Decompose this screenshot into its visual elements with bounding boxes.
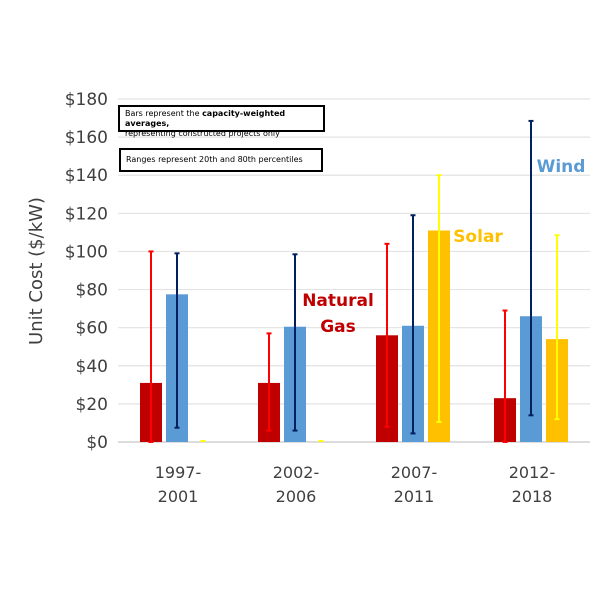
x-tick-label: 2007-	[391, 463, 438, 482]
x-tick-label: 2011	[394, 487, 435, 506]
y-axis-label: Unit Cost ($/kW)	[26, 197, 47, 345]
series-labels: Natural Gas Wind Solar	[302, 157, 585, 337]
annotation-averages: Bars represent the capacity-weighted ave…	[118, 105, 325, 138]
y-tick-label: $100	[65, 242, 108, 262]
series-label-natural-gas: Gas	[320, 317, 356, 337]
range-whiskers	[148, 119, 560, 443]
range-wind	[410, 214, 416, 435]
y-tick-label: $0	[86, 433, 108, 453]
annotation-ranges-text: Ranges represent 20th and 80th percentil…	[126, 155, 303, 164]
x-tick-label: 2001	[158, 487, 199, 506]
x-tick-label: 2002-	[273, 463, 320, 482]
x-tick-label: 2012-	[509, 463, 556, 482]
series-label-wind: Wind	[537, 157, 586, 177]
range-solar	[554, 234, 560, 421]
range-natural-gas	[148, 250, 154, 443]
x-tick-label: 2006	[276, 487, 317, 506]
y-tick-label: $60	[76, 319, 108, 339]
y-tick-label: $160	[65, 128, 108, 148]
y-tick-label: $40	[76, 357, 108, 377]
range-solar	[436, 174, 442, 423]
range-natural-gas	[502, 309, 508, 443]
x-axis-categories: 1997- 2001 2002- 2006 2007- 2011 2012- 2018	[155, 463, 556, 506]
range-natural-gas	[266, 332, 272, 432]
gridlines	[118, 98, 590, 443]
series-label-solar: Solar	[453, 227, 503, 247]
annotation-averages-prefix: Bars represent the	[125, 109, 203, 118]
y-tick-label: $80	[76, 281, 108, 301]
annotation-averages-bold: capacity-weighted averages,	[125, 109, 286, 128]
range-wind	[174, 252, 180, 429]
range-wind	[528, 119, 534, 417]
y-tick-label: $140	[65, 166, 108, 186]
y-axis-ticks: $0 $20 $40 $60 $80 $100 $120 $140 $160 $180	[65, 90, 108, 453]
x-tick-label: 2018	[512, 487, 553, 506]
x-tick-label: 1997-	[155, 463, 202, 482]
range-natural-gas	[384, 242, 390, 428]
y-tick-label: $20	[76, 395, 108, 415]
y-tick-label: $120	[65, 204, 108, 224]
y-tick-label: $180	[65, 90, 108, 110]
series-label-natural-gas: Natural	[302, 291, 374, 311]
annotation-ranges: Ranges represent 20th and 80th percentil…	[119, 148, 323, 172]
range-wind	[292, 253, 298, 432]
annotation-averages-suffix: representing constructed projects only	[125, 129, 280, 138]
